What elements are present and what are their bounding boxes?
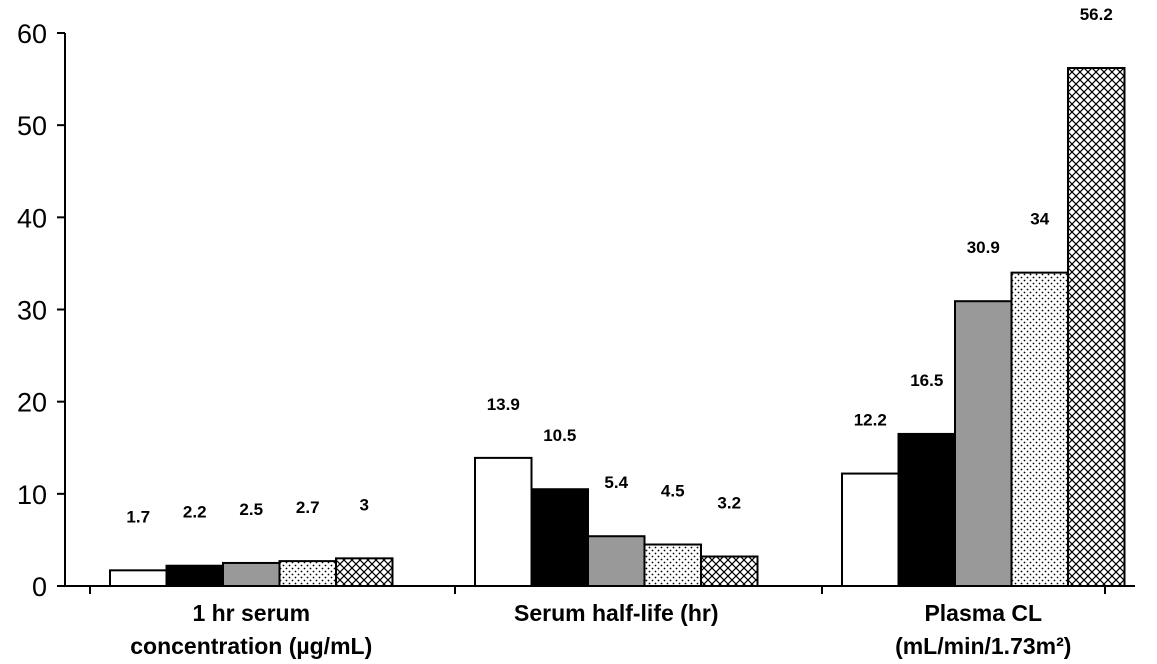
bar-0-1: [165, 564, 224, 587]
category-label-1-0: Serum half-life (hr): [514, 600, 718, 626]
bar-1-3: [643, 543, 702, 588]
bar-0-4: [335, 557, 394, 587]
bar-2-1: [897, 432, 956, 587]
data-label-0-2: 2.5: [239, 500, 263, 519]
data-label-2-4: 56.2: [1080, 5, 1113, 24]
data-label-0-3: 2.7: [296, 498, 320, 517]
data-label-1-0: 13.9: [487, 395, 520, 414]
y-tick-label-30: 30: [17, 296, 47, 326]
axes-group: 0 10 20 30 40 50 60: [17, 19, 1135, 602]
bar-1-1: [530, 488, 589, 588]
y-tick-label-20: 20: [17, 388, 47, 418]
bar-1-0: [474, 456, 533, 587]
bar-1-4: [700, 555, 759, 587]
category-label-2-0: Plasma CL: [924, 600, 1042, 626]
data-label-2-2: 30.9: [967, 238, 1000, 257]
bar-0-0: [109, 569, 168, 587]
data-label-1-3: 4.5: [661, 482, 685, 501]
bar-0-2: [222, 561, 281, 587]
bar-2-3: [1010, 271, 1069, 587]
data-label-2-1: 16.5: [910, 371, 943, 390]
category-label-0-0: 1 hr serum: [192, 600, 310, 626]
y-tick-label-50: 50: [17, 111, 47, 141]
bar-2-0: [841, 472, 900, 588]
bars-group: [109, 67, 1126, 588]
data-label-0-4: 3: [360, 495, 369, 514]
bar-0-3: [278, 560, 337, 587]
data-label-1-1: 10.5: [543, 426, 576, 445]
data-labels-group: 1.7 2.2 2.5 2.7 3 13.9 10.5 5.4 4.5 3.2 12.2 16.5 30…: [126, 5, 1112, 526]
bar-2-4: [1067, 67, 1126, 588]
data-label-1-2: 5.4: [604, 473, 628, 492]
category-label-0-1: concentration (µg/mL): [130, 633, 372, 659]
y-tick-label-10: 10: [17, 480, 47, 510]
bar-2-2: [954, 300, 1013, 587]
data-label-0-0: 1.7: [126, 507, 150, 526]
y-tick-label-40: 40: [17, 203, 47, 233]
data-label-2-0: 12.2: [854, 411, 887, 430]
category-labels-group: 1 hr serum concentration (µg/mL) Serum hal…: [130, 600, 1071, 659]
data-label-0-1: 2.2: [183, 503, 207, 522]
data-label-1-4: 3.2: [717, 494, 741, 513]
category-label-2-1: (mL/min/1.73m²): [895, 633, 1071, 659]
y-tick-label-60: 60: [17, 19, 47, 49]
data-label-2-3: 34: [1030, 210, 1049, 229]
bar-1-2: [587, 535, 646, 587]
y-tick-label-0: 0: [32, 572, 47, 602]
